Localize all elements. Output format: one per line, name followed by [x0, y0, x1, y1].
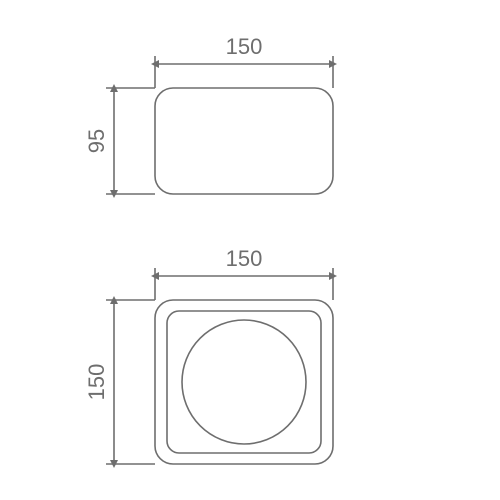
front-width-dim-label: 150	[226, 34, 263, 59]
top-depth-dim-label: 150	[84, 364, 109, 401]
top-view-circle	[182, 320, 306, 444]
front-height-dim-label: 95	[84, 129, 109, 153]
top-view-inner-rect	[167, 311, 321, 453]
top-width-dim-label: 150	[226, 246, 263, 271]
drawing-canvas: 150 95 150 150	[0, 0, 500, 500]
dimension-drawing-svg: 150 95 150 150	[0, 0, 500, 500]
front-view-rect	[155, 88, 333, 194]
